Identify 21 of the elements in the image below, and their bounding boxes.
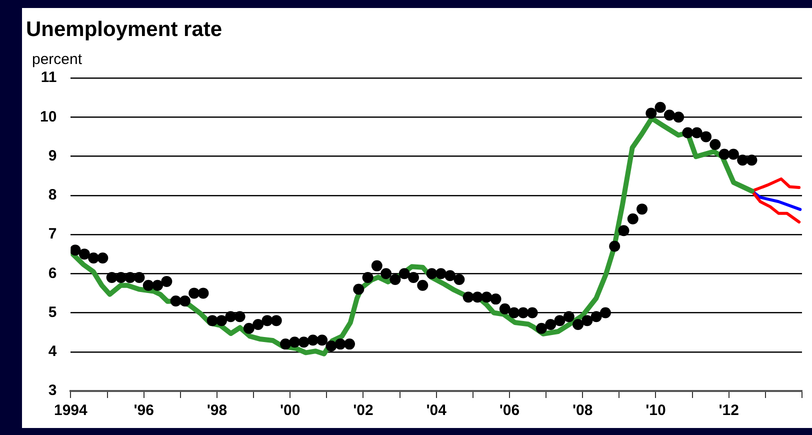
- x-tick-label: '08: [572, 402, 593, 420]
- y-tick-label: 9: [48, 147, 57, 164]
- y-tick-label: 3: [48, 382, 57, 400]
- x-tick-label: '98: [206, 402, 228, 420]
- y-tick-label: 11: [40, 69, 57, 86]
- x-tick-label: '04: [426, 402, 448, 420]
- x-tick-label: '10: [646, 402, 666, 420]
- x-tick-label: 1994: [54, 402, 88, 420]
- x-tick-label: '12: [718, 402, 739, 420]
- x-tick-label: '96: [134, 402, 154, 420]
- x-tick-label: '00: [280, 402, 300, 420]
- y-tick-label: 6: [48, 264, 57, 282]
- x-tick-label: '06: [499, 402, 520, 420]
- y-tick-label: 10: [40, 108, 57, 126]
- y-tick-label: 8: [48, 186, 57, 204]
- y-axis-title: percent: [32, 51, 82, 68]
- x-tick-label: '02: [353, 402, 374, 420]
- y-tick-label: 7: [48, 226, 57, 243]
- y-tick-label: 4: [48, 343, 58, 360]
- chart-title: Unemployment rate: [26, 18, 222, 42]
- y-tick-label: 5: [48, 304, 57, 321]
